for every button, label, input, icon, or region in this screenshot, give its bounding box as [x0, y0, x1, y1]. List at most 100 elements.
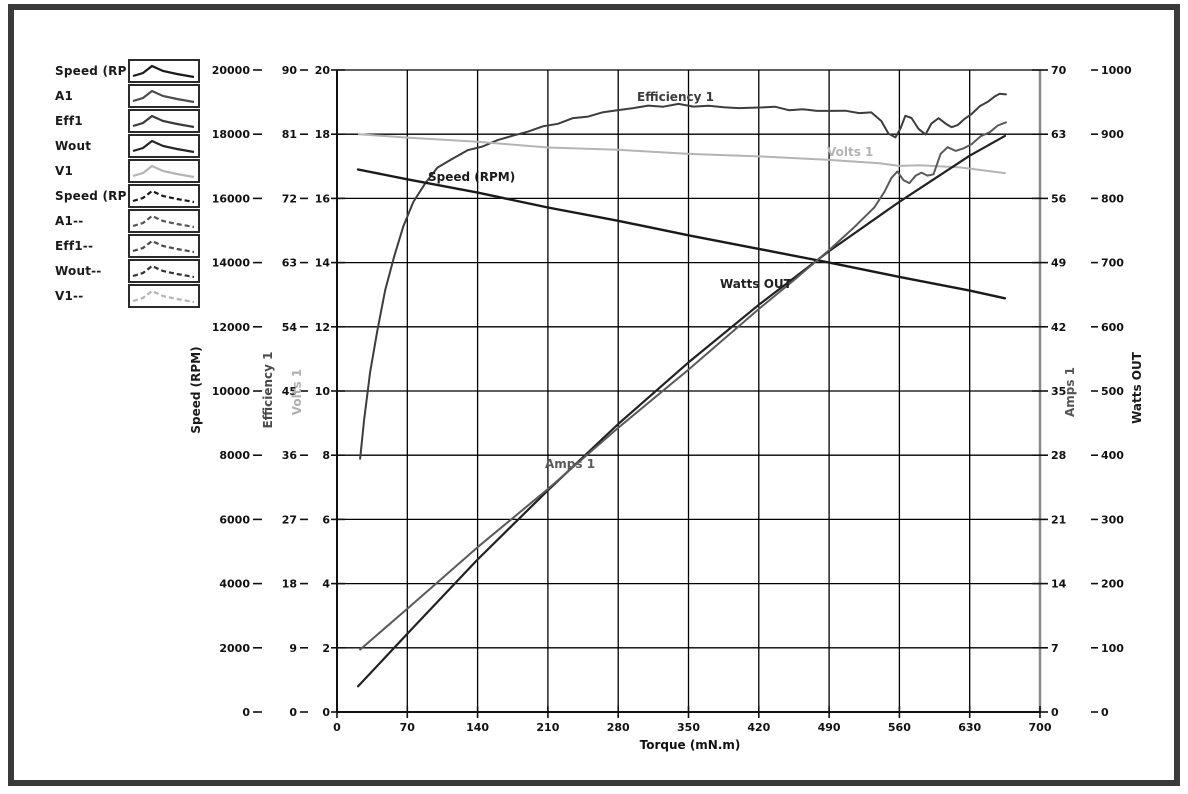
x-tick-label: 0: [333, 721, 341, 734]
legend-line-icon: [128, 158, 200, 183]
legend-line-icon: [128, 208, 200, 233]
speed-tick-label: 4000: [219, 578, 250, 591]
eff-tick-label: 9: [289, 642, 297, 655]
axis-title-efficiency: Efficiency 1: [261, 351, 275, 429]
curve-label-volts: Volts 1: [827, 145, 874, 159]
curve-label-efficiency: Efficiency 1: [637, 90, 714, 104]
watts-tick-label: 400: [1101, 449, 1124, 462]
volts-tick-label: 10: [315, 385, 331, 398]
x-tick-label: 420: [747, 721, 770, 734]
amps-tick-label: 14: [1051, 578, 1067, 591]
legend-item-label: Eff1--: [55, 238, 94, 253]
x-tick-label: 490: [818, 721, 841, 734]
volts-tick-label: 18: [315, 128, 330, 141]
amps-tick-label: 63: [1051, 128, 1066, 141]
x-tick-label: 700: [1029, 721, 1052, 734]
legend-item[interactable]: V1--: [55, 283, 200, 308]
curve-label-watts: Watts OUT: [720, 277, 792, 291]
legend-item[interactable]: Eff1: [55, 108, 200, 133]
legend-item-label: Speed (RP: [55, 63, 127, 78]
speed-tick-label: 10000: [212, 385, 251, 398]
legend-line-icon: [128, 133, 200, 158]
volts-tick-label: 12: [315, 321, 330, 334]
speed-tick-label: 12000: [212, 321, 251, 334]
legend-item-label: A1--: [55, 213, 84, 228]
legend-item-label: V1--: [55, 288, 84, 303]
series-volts-line: [358, 133, 1006, 175]
series-eff-line: [359, 92, 1007, 460]
speed-tick-label: 0: [242, 706, 250, 719]
speed-tick-label: 2000: [219, 642, 250, 655]
legend-item-label: Eff1: [55, 113, 83, 128]
legend-line-icon: [128, 58, 200, 83]
legend-item[interactable]: V1: [55, 158, 200, 183]
legend-item[interactable]: Wout: [55, 133, 200, 158]
amps-tick-label: 42: [1051, 321, 1066, 334]
x-tick-label: 70: [400, 721, 416, 734]
volts-tick-label: 8: [322, 449, 330, 462]
curve-label-amps: Amps 1: [545, 457, 596, 471]
volts-tick-label: 2: [322, 642, 330, 655]
watts-tick-label: 1000: [1101, 64, 1132, 77]
watts-tick-label: 900: [1101, 128, 1124, 141]
eff-tick-label: 90: [282, 64, 298, 77]
watts-tick-label: 500: [1101, 385, 1124, 398]
series-speed-line: [356, 168, 1007, 300]
x-tick-label: 350: [677, 721, 700, 734]
legend-item[interactable]: A1: [55, 83, 200, 108]
speed-tick-label: 16000: [212, 192, 251, 205]
x-tick-label: 210: [536, 721, 559, 734]
legend-item[interactable]: Eff1--: [55, 233, 200, 258]
x-tick-label: 280: [607, 721, 630, 734]
watts-tick-label: 800: [1101, 192, 1124, 205]
watts-tick-label: 100: [1101, 642, 1124, 655]
legend-item-label: V1: [55, 163, 74, 178]
legend-item[interactable]: Speed (RP: [55, 183, 200, 208]
volts-tick-label: 0: [322, 706, 330, 719]
x-tick-label: 560: [888, 721, 911, 734]
axis-title-watts: Watts OUT: [1130, 352, 1144, 424]
watts-tick-label: 0: [1101, 706, 1109, 719]
speed-tick-label: 8000: [219, 449, 250, 462]
eff-tick-label: 18: [282, 578, 297, 591]
legend-item[interactable]: Wout--: [55, 258, 200, 283]
amps-tick-label: 7: [1051, 642, 1059, 655]
legend-line-icon: [128, 83, 200, 108]
x-tick-label: 630: [958, 721, 981, 734]
legend-item[interactable]: Speed (RP: [55, 58, 200, 83]
eff-tick-label: 27: [282, 513, 297, 526]
eff-tick-label: 72: [282, 192, 297, 205]
x-axis-title: Torque (mN.m): [639, 738, 741, 752]
legend-item[interactable]: A1--: [55, 208, 200, 233]
axis-title-amps: Amps 1: [1063, 366, 1077, 418]
legend-line-icon: [128, 183, 200, 208]
legend-item-label: Wout: [55, 138, 92, 153]
amps-tick-label: 21: [1051, 513, 1066, 526]
amps-tick-label: 49: [1051, 257, 1066, 270]
volts-tick-label: 16: [315, 192, 331, 205]
eff-tick-label: 54: [282, 321, 298, 334]
amps-tick-label: 56: [1051, 192, 1067, 205]
watts-tick-label: 600: [1101, 321, 1124, 334]
amps-tick-label: 0: [1051, 706, 1059, 719]
series-amps-line: [359, 121, 1007, 651]
watts-tick-label: 700: [1101, 257, 1124, 270]
eff-tick-label: 36: [282, 449, 298, 462]
amps-tick-label: 28: [1051, 449, 1066, 462]
x-tick-label: 140: [466, 721, 489, 734]
speed-tick-label: 18000: [212, 128, 251, 141]
volts-tick-label: 20: [315, 64, 331, 77]
legend-item-label: Wout--: [55, 263, 102, 278]
series-watts-line: [357, 134, 1007, 688]
watts-tick-label: 300: [1101, 513, 1124, 526]
legend-line-icon: [128, 233, 200, 258]
eff-tick-label: 81: [282, 128, 297, 141]
legend-line-icon: [128, 108, 200, 133]
legend: Speed (RP A1 Eff1 Wout V1 Speed (RP A1-- Eff1--…: [55, 58, 200, 308]
eff-tick-label: 45: [282, 385, 297, 398]
volts-tick-label: 14: [315, 257, 331, 270]
volts-tick-label: 4: [322, 578, 330, 591]
legend-line-icon: [128, 283, 200, 308]
eff-tick-label: 0: [289, 706, 297, 719]
